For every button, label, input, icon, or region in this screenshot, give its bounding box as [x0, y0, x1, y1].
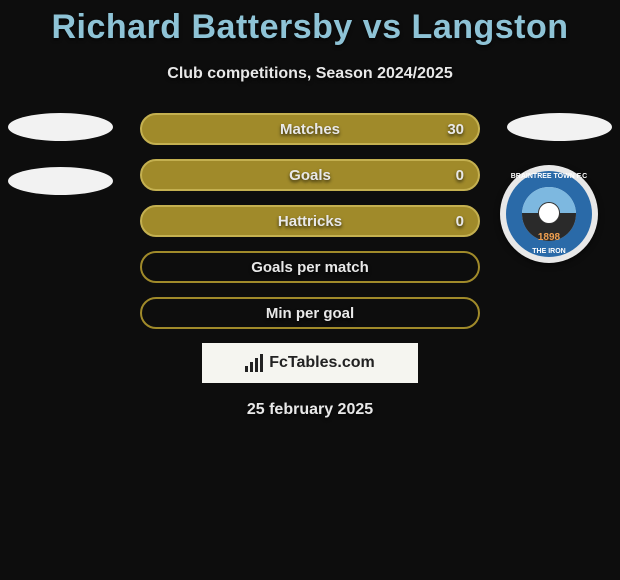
- badge-top-text: BRAINTREE TOWN F.C: [506, 173, 592, 180]
- stat-bar-min-per-goal: Min per goal: [140, 297, 480, 329]
- stat-label: Goals per match: [251, 259, 369, 276]
- stat-label: Matches: [280, 121, 340, 138]
- stat-value-right: 0: [456, 167, 464, 184]
- page-title: Richard Battersby vs Langston: [0, 0, 620, 47]
- left-player-placeholders: [8, 113, 113, 221]
- stat-bar-hattricks: Hattricks 0: [140, 205, 480, 237]
- badge-year: 1898: [506, 232, 592, 243]
- stat-label: Hattricks: [278, 213, 342, 230]
- stat-value-right: 0: [456, 213, 464, 230]
- stat-bars: Matches 30 Goals 0 Hattricks 0 Goals per…: [140, 113, 480, 329]
- stat-bar-goals-per-match: Goals per match: [140, 251, 480, 283]
- player-oval: [507, 113, 612, 141]
- subtitle: Club competitions, Season 2024/2025: [0, 65, 620, 83]
- right-player-placeholders: [507, 113, 612, 167]
- player-oval: [8, 113, 113, 141]
- watermark: FcTables.com: [202, 343, 418, 383]
- player-oval: [8, 167, 113, 195]
- date-text: 25 february 2025: [0, 401, 620, 419]
- stat-bar-goals: Goals 0: [140, 159, 480, 191]
- watermark-text: FcTables.com: [269, 354, 375, 372]
- comparison-content: BRAINTREE TOWN F.C 1898 THE IRON Matches…: [0, 113, 620, 419]
- club-badge: BRAINTREE TOWN F.C 1898 THE IRON: [500, 165, 598, 263]
- stat-value-right: 30: [447, 121, 464, 138]
- badge-bottom-text: THE IRON: [506, 248, 592, 255]
- bar-chart-icon: [245, 354, 263, 372]
- stat-label: Goals: [289, 167, 331, 184]
- stat-label: Min per goal: [266, 305, 354, 322]
- stat-bar-matches: Matches 30: [140, 113, 480, 145]
